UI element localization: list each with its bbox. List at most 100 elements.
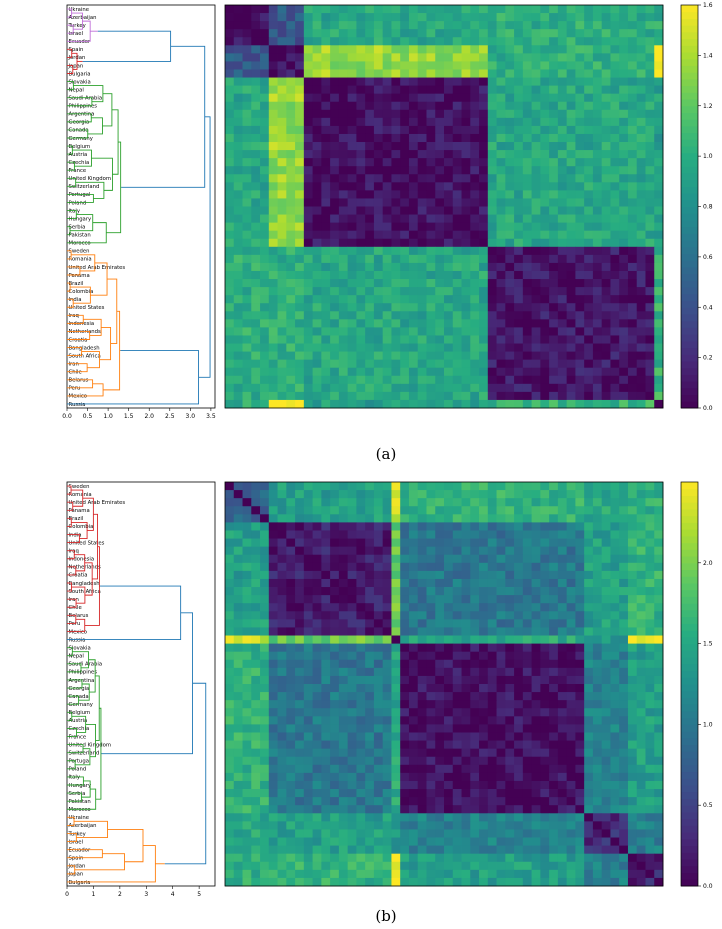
heatmap-cell	[260, 603, 270, 612]
heatmap-cell	[225, 399, 235, 409]
heatmap-cell	[242, 158, 252, 167]
heatmap-cell	[347, 206, 357, 215]
heatmap-cell	[627, 238, 638, 248]
heatmap-cell	[627, 303, 638, 312]
heatmap-cell	[400, 142, 410, 151]
heatmap-cell	[321, 684, 331, 693]
heatmap-cell	[382, 546, 392, 556]
heatmap-cell	[435, 5, 445, 14]
heatmap-cell	[225, 29, 235, 38]
heatmap-cell	[286, 198, 296, 207]
heatmap-cell	[470, 13, 480, 22]
heatmap-cell	[522, 29, 532, 38]
heatmap-cell	[225, 578, 235, 588]
heatmap-cell	[382, 651, 392, 661]
heatmap-cell	[242, 684, 252, 693]
heatmap-cell	[592, 359, 603, 369]
heatmap-cell	[303, 254, 313, 264]
heatmap-cell	[321, 692, 331, 701]
heatmap-cell	[303, 61, 313, 70]
heatmap-cell	[487, 554, 497, 564]
heatmap-cell	[391, 821, 401, 830]
heatmap-cell	[382, 174, 392, 183]
heatmap-cell	[408, 498, 419, 507]
heatmap-cell	[426, 45, 436, 54]
heatmap-cell	[540, 13, 550, 22]
heatmap-cell	[435, 150, 445, 159]
heatmap-cell	[435, 684, 445, 693]
heatmap-cell	[435, 29, 445, 38]
heatmap-cell	[242, 716, 252, 725]
heatmap-cell	[505, 174, 515, 183]
heatmap-cell	[251, 238, 261, 248]
heatmap-cell	[417, 756, 427, 766]
heatmap-cell	[540, 206, 550, 215]
dendrogram-link	[111, 109, 119, 175]
leaf-label: Ukraine	[69, 815, 89, 821]
heatmap-cell	[575, 611, 585, 620]
heatmap-cell	[251, 490, 261, 499]
heatmap-cell	[268, 295, 278, 304]
heatmap-cell	[654, 554, 664, 564]
heatmap-cell	[242, 570, 252, 580]
heatmap-cell	[295, 254, 305, 264]
heatmap-cell	[514, 45, 524, 54]
heatmap-cell	[452, 748, 462, 758]
heatmap-cell	[242, 651, 252, 661]
heatmap-cell	[470, 716, 480, 725]
heatmap-cell	[496, 5, 506, 14]
heatmap-cell	[356, 724, 366, 733]
heatmap-cell	[260, 238, 270, 248]
heatmap-cell	[505, 182, 515, 191]
heatmap-cell	[645, 375, 655, 385]
heatmap-cell	[575, 716, 585, 725]
heatmap-cell	[251, 343, 261, 352]
heatmap-cell	[496, 708, 506, 717]
heatmap-cell	[610, 716, 620, 725]
heatmap-cell	[373, 279, 384, 288]
heatmap-cell	[242, 45, 252, 54]
heatmap-cell	[636, 498, 646, 507]
heatmap-cell	[295, 562, 305, 572]
heatmap-cell	[260, 375, 270, 385]
heatmap-cell	[382, 643, 392, 653]
heatmap-cell	[627, 724, 638, 733]
heatmap-cell	[347, 142, 357, 151]
heatmap-cell	[277, 716, 287, 725]
heatmap-cell	[444, 490, 454, 499]
colorbar-segment	[681, 293, 698, 302]
heatmap-cell	[435, 772, 445, 782]
heatmap-cell	[470, 85, 480, 95]
heatmap-cell	[540, 611, 550, 620]
heatmap-cell	[505, 45, 515, 54]
heatmap-cell	[557, 85, 568, 95]
heatmap-cell	[321, 21, 331, 30]
heatmap-cell	[575, 206, 585, 215]
heatmap-cell	[584, 319, 594, 328]
heatmap-cell	[408, 198, 419, 207]
heatmap-cell	[295, 522, 305, 531]
heatmap-cell	[479, 399, 489, 409]
heatmap-cell	[303, 246, 313, 256]
heatmap-cell	[330, 327, 340, 336]
heatmap-cell	[470, 303, 480, 312]
heatmap-cell	[373, 13, 384, 22]
heatmap-cell	[654, 53, 664, 62]
heatmap-cell	[470, 327, 480, 336]
heatmap-cell	[514, 335, 524, 344]
heatmap-cell	[627, 789, 638, 798]
heatmap-cell	[584, 158, 594, 167]
heatmap-cell	[321, 522, 331, 531]
heatmap-cell	[321, 13, 331, 22]
heatmap-cell	[479, 359, 489, 369]
heatmap-cell	[627, 562, 638, 572]
heatmap-cell	[268, 174, 278, 183]
heatmap-cell	[373, 109, 384, 119]
heatmap-cell	[251, 351, 261, 361]
heatmap-cell	[338, 611, 349, 620]
heatmap-cell	[479, 506, 489, 515]
heatmap-cell	[514, 700, 524, 709]
heatmap-cell	[444, 764, 454, 774]
heatmap-cell	[391, 295, 401, 304]
heatmap-cell	[408, 797, 419, 806]
